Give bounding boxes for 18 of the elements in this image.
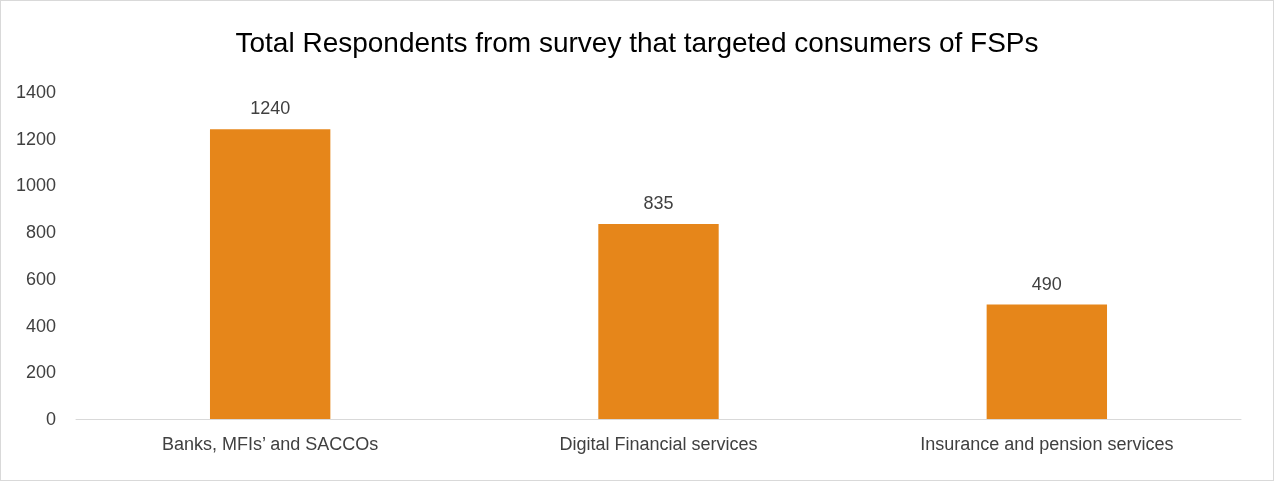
y-tick-label: 400 [25, 315, 56, 336]
y-tick-label: 600 [25, 268, 56, 289]
y-tick-label: 1000 [15, 175, 56, 196]
chart-title: Total Respondents from survey that targeted consumers of FSPs [235, 26, 1039, 58]
y-tick-label: 1400 [15, 82, 56, 102]
y-tick-label: 1200 [15, 128, 56, 149]
x-tick-label: Insurance and pension services [920, 434, 1174, 454]
data-label: 1240 [250, 98, 291, 119]
bar [209, 129, 331, 419]
x-tick-label: Banks, MFIs’ and SACCOs [161, 434, 379, 454]
y-tick-label: 200 [25, 362, 56, 383]
y-tick-label: 800 [25, 222, 56, 243]
y-tick-label: 0 [45, 409, 56, 429]
bar [986, 304, 1108, 419]
data-label: 835 [643, 192, 674, 213]
data-label: 490 [1031, 273, 1062, 294]
x-tick-label: Digital Financial services [559, 434, 758, 454]
bar [598, 223, 719, 419]
